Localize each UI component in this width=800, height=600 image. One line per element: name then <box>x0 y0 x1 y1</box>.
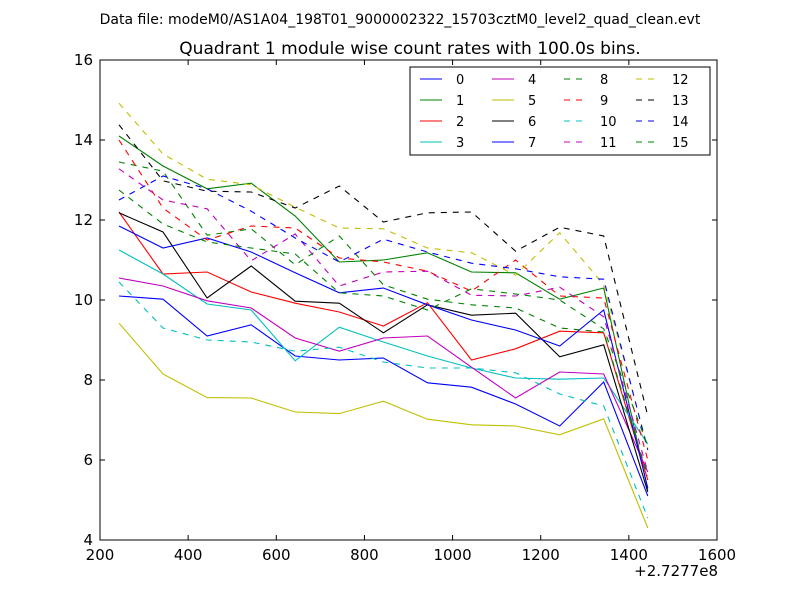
series-line-3 <box>118 249 649 445</box>
series-line-7 <box>118 225 649 489</box>
legend-label-14: 14 <box>672 115 689 130</box>
legend-label-9: 9 <box>600 94 608 109</box>
legend-label-8: 8 <box>600 73 608 88</box>
x-axis-offset-label: +2.7277e8 <box>634 562 718 580</box>
y-tick-label: 8 <box>83 371 93 389</box>
x-tick-label: 400 <box>174 546 203 564</box>
legend-label-6: 6 <box>528 115 536 130</box>
series-line-4 <box>118 277 649 473</box>
data-file-suptitle: Data file: modeM0/AS1A04_198T01_90000023… <box>100 12 701 28</box>
x-tick-label: 1000 <box>433 546 471 564</box>
x-tick-label: 1400 <box>610 546 648 564</box>
chart-title: Quadrant 1 module wise count rates with … <box>179 39 640 59</box>
y-tick-label: 10 <box>74 291 93 309</box>
series-line-8 <box>118 161 649 477</box>
x-tick-label: 1200 <box>522 546 560 564</box>
x-tick-label: 600 <box>262 546 291 564</box>
legend-label-1: 1 <box>456 94 464 109</box>
legend-label-4: 4 <box>528 73 536 88</box>
legend-label-11: 11 <box>600 136 617 151</box>
series-line-2 <box>118 211 649 481</box>
series-line-9 <box>118 139 649 461</box>
series-line-13 <box>118 124 649 417</box>
legend-label-3: 3 <box>456 136 464 151</box>
legend-label-12: 12 <box>672 73 689 88</box>
y-tick-label: 6 <box>83 451 93 469</box>
y-tick-label: 4 <box>83 531 93 549</box>
legend-label-10: 10 <box>600 115 617 130</box>
series-line-0 <box>118 295 649 497</box>
y-tick-label: 14 <box>74 131 93 149</box>
legend-label-0: 0 <box>456 73 464 88</box>
series-line-10 <box>118 281 649 519</box>
legend-label-2: 2 <box>456 115 464 130</box>
series-line-6 <box>118 212 649 493</box>
legend-box <box>409 66 711 156</box>
series-line-11 <box>118 168 649 473</box>
series-line-12 <box>118 102 649 449</box>
legend-label-15: 15 <box>672 136 689 151</box>
y-tick-label: 12 <box>74 211 93 229</box>
series-line-14 <box>118 175 649 451</box>
x-tick-label: 200 <box>86 546 115 564</box>
plot-area <box>118 102 649 529</box>
x-tick-label: 1600 <box>698 546 736 564</box>
legend-label-7: 7 <box>528 136 536 151</box>
legend-label-13: 13 <box>672 94 689 109</box>
legend-label-5: 5 <box>528 94 536 109</box>
series-line-5 <box>118 322 649 529</box>
x-tick-label: 800 <box>350 546 379 564</box>
y-tick-label: 16 <box>74 51 93 69</box>
